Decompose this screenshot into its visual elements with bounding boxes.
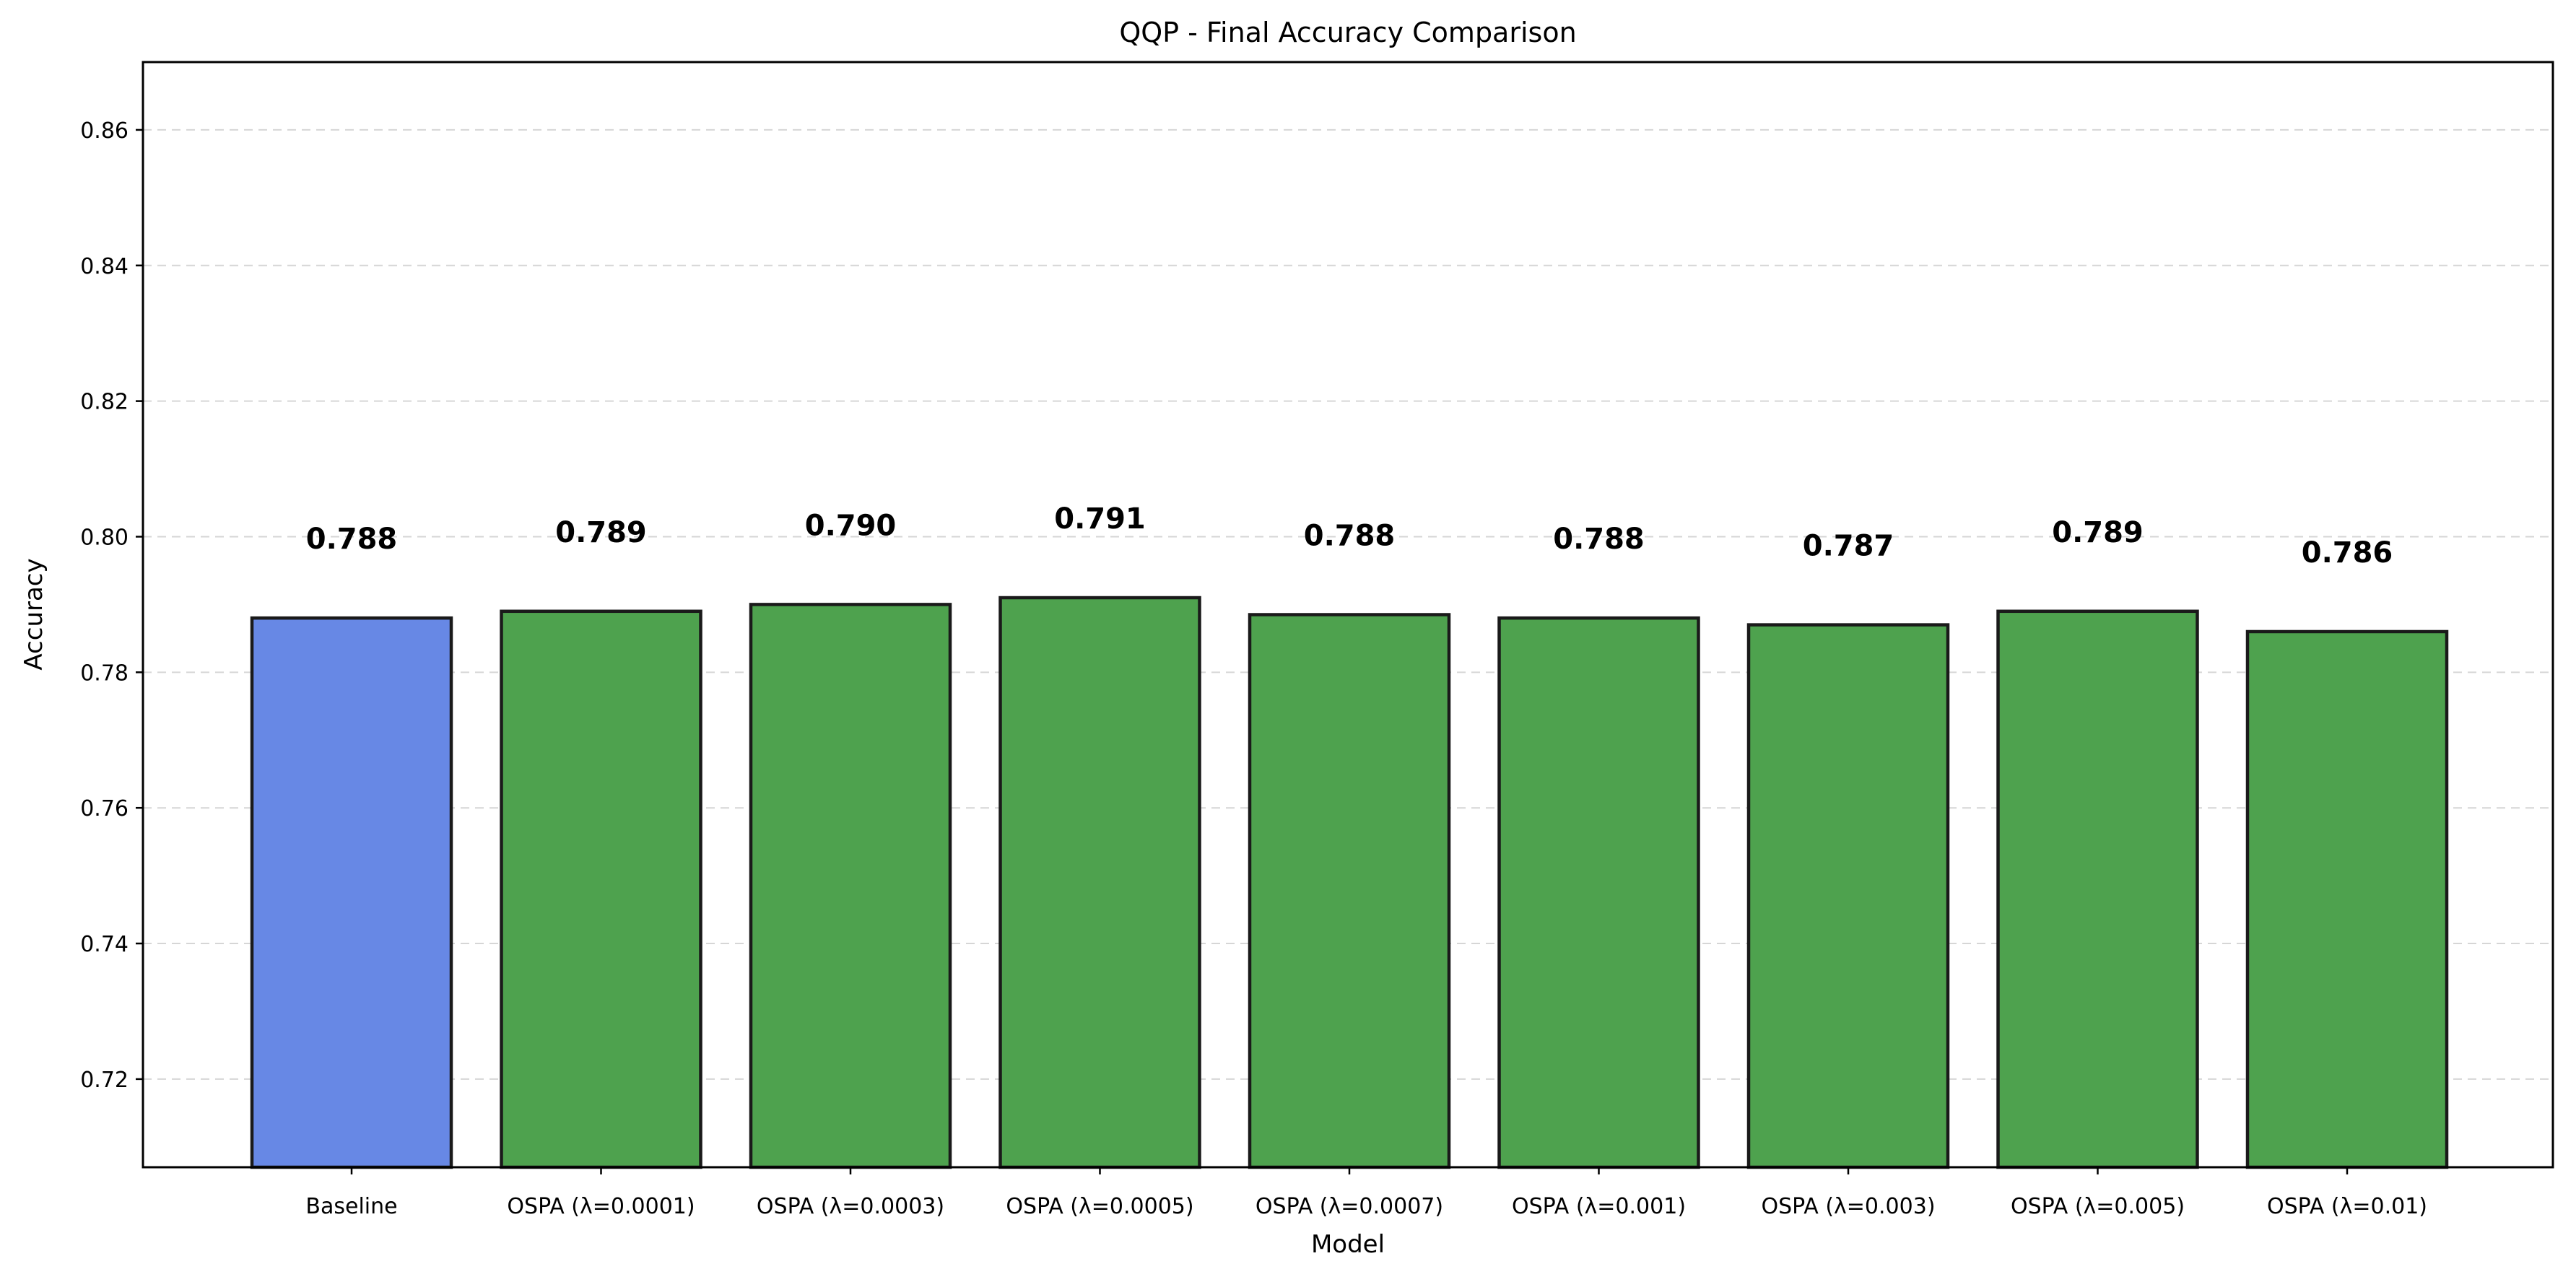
x-tick-label: Baseline [305, 1194, 397, 1219]
bars [250, 596, 2449, 1169]
bar-value-label: 0.791 [1054, 502, 1146, 536]
bar-value-label: 0.788 [1304, 520, 1396, 553]
y-tick-label: 0.82 [80, 390, 129, 415]
y-tick-label: 0.72 [80, 1068, 129, 1093]
bar [998, 596, 1201, 1169]
x-tick-label: OSPA (λ=0.003) [1761, 1194, 1935, 1219]
y-tick-label: 0.78 [80, 660, 129, 686]
y-tick-label: 0.74 [80, 932, 129, 957]
bar-value-label: 0.789 [2052, 516, 2144, 549]
x-axis-ticks: Baseline OSPA (λ=0.0001) OSPA (λ=0.0003) OS… [305, 1167, 2427, 1219]
x-tick-label: OSPA (λ=0.0003) [757, 1194, 944, 1219]
y-axis-title: Accuracy [19, 558, 48, 670]
plot-frame [142, 61, 2554, 1169]
bar [2245, 629, 2449, 1169]
x-tick-label: OSPA (λ=0.0001) [507, 1194, 695, 1219]
y-tick-label: 0.76 [80, 796, 129, 821]
bar [250, 616, 453, 1169]
bar-value-label: 0.790 [805, 509, 897, 542]
bar [749, 603, 952, 1169]
bar [1248, 613, 1451, 1169]
bar [1996, 609, 2199, 1169]
bar-value-label: 0.788 [1553, 523, 1645, 556]
bar [500, 609, 702, 1169]
x-tick-label: OSPA (λ=0.0007) [1256, 1194, 1443, 1219]
bar-value-label: 0.786 [2302, 536, 2393, 570]
bar [1497, 616, 1700, 1169]
x-tick-label: OSPA (λ=0.01) [2267, 1194, 2427, 1219]
y-tick-label: 0.80 [80, 525, 129, 550]
chart-title: QQP - Final Accuracy Comparison [1119, 17, 1576, 48]
x-axis-title: Model [1311, 1230, 1385, 1259]
x-tick-label: OSPA (λ=0.005) [2011, 1194, 2185, 1219]
bar-value-labels: 0.788 0.789 0.790 0.791 0.788 0.788 0.787 0.789… [306, 502, 2393, 570]
x-tick-label: OSPA (λ=0.001) [1512, 1194, 1686, 1219]
bar-value-label: 0.789 [555, 516, 647, 549]
y-tick-label: 0.84 [80, 254, 129, 279]
bar-value-label: 0.788 [306, 523, 398, 556]
y-axis-ticks: 0.72 0.74 0.76 0.78 0.80 0.82 0.84 0.86 [80, 118, 143, 1093]
bar [1746, 623, 1950, 1169]
bar-value-label: 0.787 [1803, 530, 1894, 563]
y-tick-label: 0.86 [80, 118, 129, 144]
x-tick-label: OSPA (λ=0.0005) [1006, 1194, 1193, 1219]
